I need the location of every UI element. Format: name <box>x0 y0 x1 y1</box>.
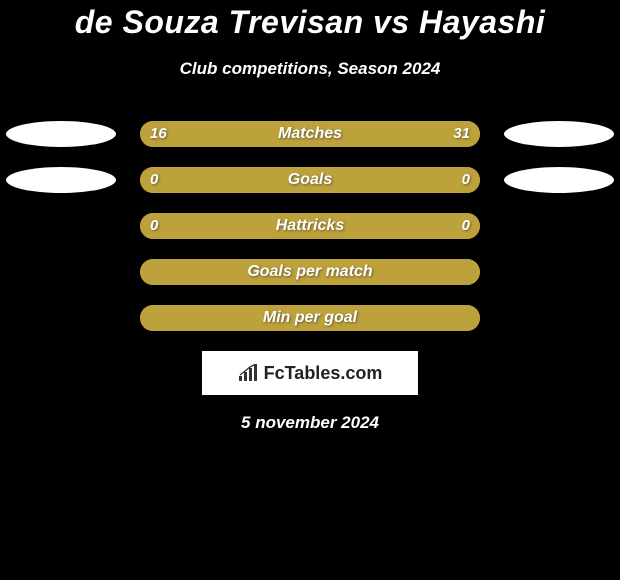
stats-comparison-card: de Souza Trevisan vs Hayashi Club compet… <box>0 0 620 433</box>
chart-icon <box>238 364 260 382</box>
stat-bar: Goals per match <box>140 259 480 285</box>
stat-value-right: 31 <box>453 121 470 147</box>
stat-row: Goals per match <box>0 259 620 285</box>
stat-row: Goals0 0 <box>0 167 620 193</box>
stat-bar: Min per goal <box>140 305 480 331</box>
stat-label: Min per goal <box>140 305 480 331</box>
stat-row: Matches16 31 <box>0 121 620 147</box>
team-ellipse-right <box>504 121 614 147</box>
subtitle: Club competitions, Season 2024 <box>0 59 620 79</box>
logo-text: FcTables.com <box>238 363 383 384</box>
stat-label: Goals per match <box>140 259 480 285</box>
team-ellipse-left <box>6 167 116 193</box>
stat-rows: Matches1631Goals00Hattricks00Goals per m… <box>0 121 620 331</box>
stat-row: Hattricks0 0 <box>0 213 620 239</box>
stat-bar: Matches16 31 <box>140 121 480 147</box>
stat-row: Min per goal <box>0 305 620 331</box>
logo-label: FcTables.com <box>264 363 383 384</box>
stat-label: Goals <box>140 167 480 193</box>
stat-value-left: 0 <box>150 167 158 193</box>
stat-label: Matches <box>140 121 480 147</box>
stat-value-left: 0 <box>150 213 158 239</box>
date-label: 5 november 2024 <box>0 413 620 433</box>
stat-value-left: 16 <box>150 121 167 147</box>
stat-label: Hattricks <box>140 213 480 239</box>
team-ellipse-right <box>504 167 614 193</box>
logo-box: FcTables.com <box>202 351 418 395</box>
page-title: de Souza Trevisan vs Hayashi <box>0 4 620 41</box>
stat-value-right: 0 <box>462 167 470 193</box>
stat-bar: Goals0 0 <box>140 167 480 193</box>
team-ellipse-left <box>6 121 116 147</box>
stat-bar: Hattricks0 0 <box>140 213 480 239</box>
stat-value-right: 0 <box>462 213 470 239</box>
